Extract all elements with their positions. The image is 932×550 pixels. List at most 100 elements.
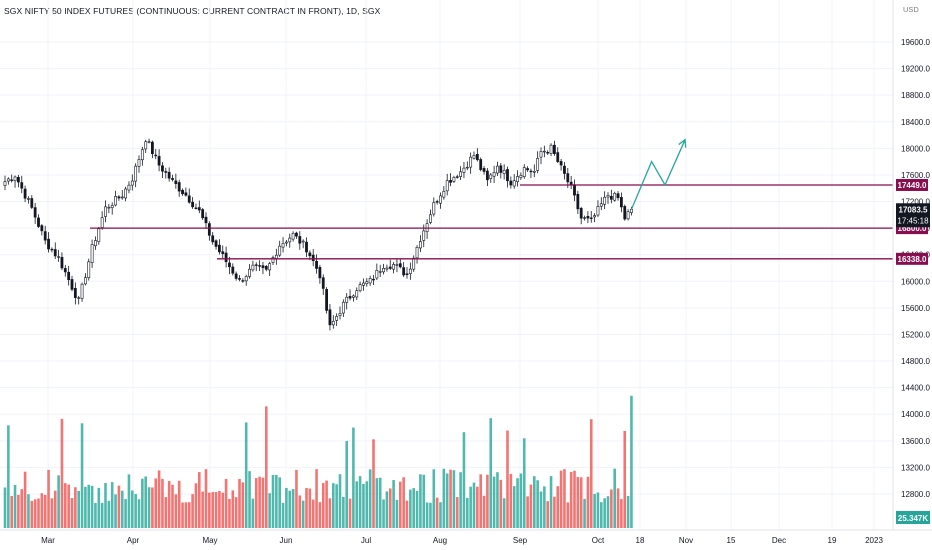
- volume-bar: [462, 432, 466, 528]
- candle-body: [519, 175, 523, 178]
- volume-bar: [579, 477, 583, 528]
- time-axis[interactable]: Mar Apr May Jun Jul Aug Sep Oct 18 Nov 15 Dec 19 2023: [41, 536, 883, 545]
- volume-bar: [502, 498, 506, 528]
- volume-bar: [77, 490, 80, 528]
- volume-bar: [321, 483, 325, 528]
- volume-bar: [218, 490, 221, 528]
- candle-body: [30, 198, 34, 208]
- candle-body: [388, 266, 392, 269]
- time-tick: 15: [727, 536, 736, 545]
- candle-body: [375, 270, 379, 279]
- volume-bar: [610, 489, 613, 528]
- price-tick: 12800.0: [901, 490, 930, 499]
- candle-body: [171, 178, 174, 180]
- candle-body: [606, 195, 610, 198]
- volume-bar: [432, 469, 436, 528]
- axis-badges: 17449.0 16800.0 16338.0 17083.5 17:45:18 25.3…: [896, 178, 930, 524]
- volume-bar: [20, 489, 24, 528]
- candle-body: [248, 268, 251, 277]
- candle-body: [566, 173, 570, 183]
- candle-body: [365, 281, 369, 285]
- candle-body: [593, 215, 597, 218]
- candle-body: [268, 263, 272, 271]
- candle-body: [127, 184, 131, 191]
- candle-body: [563, 165, 566, 174]
- candle-body: [254, 264, 258, 266]
- candle-body: [552, 144, 556, 155]
- candle-body: [325, 289, 329, 311]
- volume-bar: [114, 494, 117, 528]
- volume-bar: [536, 480, 539, 528]
- candle-body: [315, 260, 318, 269]
- candle-body: [573, 184, 576, 196]
- volume-bar: [342, 496, 345, 528]
- volume-bar: [17, 494, 20, 528]
- candle-body: [382, 268, 385, 273]
- volume-bar: [623, 430, 627, 528]
- volume-bar: [318, 502, 322, 528]
- volume-bar: [104, 483, 107, 528]
- level-badge: [896, 178, 928, 191]
- candle-body: [445, 180, 449, 192]
- volume-bar: [80, 423, 84, 528]
- volume-bar: [482, 495, 486, 528]
- volume-bar: [335, 484, 338, 528]
- candle-body: [609, 195, 613, 200]
- candle-body: [439, 195, 442, 204]
- volume-bar: [529, 484, 533, 528]
- candle-body: [613, 193, 617, 201]
- candle-body: [442, 191, 446, 198]
- price-axis[interactable]: 19600.0 19200.0 18800.0 18400.0 18000.0 17600…: [901, 38, 930, 499]
- candle-body: [559, 161, 563, 166]
- time-tick: Mar: [41, 536, 55, 545]
- candle-body: [529, 170, 533, 173]
- volume-bar: [616, 488, 620, 528]
- candle-body: [522, 167, 526, 177]
- candle-body: [345, 296, 349, 303]
- candle-body: [114, 196, 117, 206]
- candle-body: [619, 197, 623, 208]
- candle-body: [341, 301, 345, 314]
- volume-bar: [100, 502, 104, 528]
- candle-body: [459, 171, 463, 177]
- candle-body: [549, 144, 553, 154]
- volume-bar: [291, 489, 295, 528]
- candle-body: [57, 256, 61, 258]
- volume-bar: [33, 499, 37, 528]
- volume-bar: [141, 478, 144, 528]
- volume-bar: [539, 491, 543, 528]
- candle-body: [241, 280, 245, 282]
- projection-arrow[interactable]: [630, 139, 686, 210]
- candle-body: [197, 207, 201, 211]
- volume-bar: [489, 418, 493, 528]
- volume-bar: [509, 473, 513, 528]
- volume-bar: [131, 490, 134, 528]
- candle-body: [358, 284, 362, 292]
- volume-bar: [311, 499, 315, 528]
- volume-bar: [519, 473, 523, 528]
- candle-body: [40, 225, 44, 232]
- volume-bar: [305, 487, 308, 528]
- volume-bar: [301, 500, 305, 528]
- candle-body: [6, 178, 10, 182]
- projection-arrowhead[interactable]: [678, 138, 687, 148]
- time-tick: May: [202, 536, 217, 545]
- volume-bar: [476, 486, 479, 528]
- volume-bar: [332, 483, 335, 528]
- volume-bar: [74, 487, 77, 528]
- candle-body: [157, 156, 161, 166]
- volume-bar: [244, 422, 248, 528]
- horizontal-levels[interactable]: [90, 184, 893, 260]
- candle-body: [368, 278, 372, 284]
- candle-body: [258, 265, 262, 267]
- volume-bar: [449, 469, 452, 528]
- volume-bar: [144, 476, 147, 528]
- volume-bar: [234, 497, 238, 528]
- candle-body: [251, 264, 255, 271]
- candle-body: [194, 207, 198, 209]
- volume-bar: [459, 472, 462, 528]
- candle-body: [177, 182, 181, 192]
- volume-bar: [559, 470, 563, 528]
- volume-bar: [512, 486, 516, 528]
